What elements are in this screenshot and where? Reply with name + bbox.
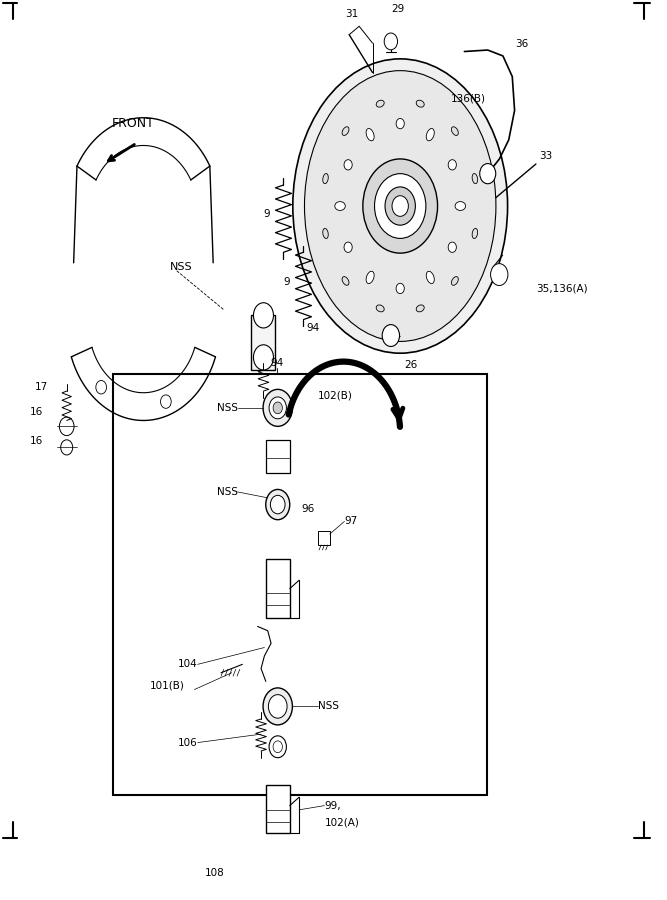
- Ellipse shape: [416, 305, 424, 311]
- Text: 101(B): 101(B): [149, 680, 184, 690]
- Text: 96: 96: [301, 504, 314, 514]
- Ellipse shape: [426, 129, 434, 140]
- Circle shape: [448, 159, 456, 170]
- Circle shape: [265, 490, 289, 519]
- Circle shape: [480, 164, 496, 184]
- Text: 17: 17: [35, 382, 48, 392]
- Text: 31: 31: [345, 9, 358, 19]
- Circle shape: [273, 859, 282, 870]
- Ellipse shape: [455, 202, 466, 211]
- Bar: [265, 785, 289, 833]
- Bar: [113, 374, 487, 795]
- Ellipse shape: [335, 202, 346, 211]
- Bar: [265, 440, 289, 473]
- Circle shape: [269, 736, 286, 758]
- Circle shape: [392, 195, 408, 216]
- Circle shape: [268, 695, 287, 718]
- Circle shape: [385, 187, 416, 225]
- Text: FRONT: FRONT: [112, 117, 155, 130]
- Text: 33: 33: [540, 150, 552, 160]
- Text: 94: 94: [307, 323, 320, 333]
- Bar: [317, 532, 329, 544]
- Ellipse shape: [342, 276, 349, 285]
- Ellipse shape: [472, 229, 478, 238]
- Ellipse shape: [376, 305, 384, 311]
- Text: 99,: 99,: [324, 801, 341, 811]
- Circle shape: [161, 395, 171, 409]
- Ellipse shape: [452, 276, 458, 285]
- Text: 104: 104: [178, 660, 197, 670]
- Circle shape: [253, 302, 273, 328]
- Circle shape: [269, 397, 286, 418]
- Circle shape: [273, 741, 282, 752]
- Circle shape: [270, 495, 285, 514]
- Text: 36: 36: [515, 39, 528, 50]
- Circle shape: [374, 174, 426, 239]
- Text: NSS: NSS: [217, 487, 237, 497]
- Text: 94: 94: [270, 358, 283, 368]
- Circle shape: [396, 284, 404, 293]
- Ellipse shape: [304, 70, 496, 341]
- Text: 16: 16: [30, 407, 43, 417]
- Ellipse shape: [366, 129, 374, 140]
- Text: 29: 29: [391, 4, 404, 14]
- Circle shape: [263, 688, 292, 724]
- Ellipse shape: [452, 127, 458, 135]
- Ellipse shape: [472, 174, 478, 184]
- Text: 102(A): 102(A): [324, 817, 360, 827]
- Circle shape: [61, 440, 73, 455]
- Text: 136(B): 136(B): [450, 94, 486, 104]
- Ellipse shape: [293, 58, 508, 353]
- Circle shape: [263, 390, 292, 427]
- Bar: [251, 315, 275, 370]
- Circle shape: [490, 264, 508, 285]
- Circle shape: [96, 381, 107, 394]
- Circle shape: [344, 159, 352, 170]
- Text: 9: 9: [283, 276, 290, 287]
- Circle shape: [363, 159, 438, 253]
- Ellipse shape: [366, 271, 374, 284]
- Bar: [265, 559, 289, 618]
- Ellipse shape: [376, 100, 384, 107]
- Circle shape: [253, 345, 273, 370]
- Text: 108: 108: [205, 868, 224, 878]
- Circle shape: [267, 852, 287, 878]
- Text: 26: 26: [404, 360, 418, 370]
- Ellipse shape: [323, 174, 328, 184]
- Text: NSS: NSS: [170, 263, 193, 273]
- Text: 97: 97: [344, 517, 358, 526]
- Text: 106: 106: [178, 738, 197, 748]
- Circle shape: [59, 417, 74, 436]
- Circle shape: [396, 119, 404, 129]
- Ellipse shape: [342, 127, 349, 135]
- Text: NSS: NSS: [217, 403, 237, 413]
- Text: NSS: NSS: [317, 701, 339, 711]
- Circle shape: [382, 325, 400, 346]
- Text: 16: 16: [30, 436, 43, 446]
- Text: 102(B): 102(B): [317, 391, 353, 401]
- Circle shape: [273, 402, 282, 414]
- Text: 9: 9: [263, 210, 270, 220]
- Ellipse shape: [416, 100, 424, 107]
- Circle shape: [448, 242, 456, 252]
- Ellipse shape: [323, 229, 328, 238]
- Ellipse shape: [426, 271, 434, 284]
- Text: 35,136(A): 35,136(A): [536, 284, 588, 294]
- Circle shape: [384, 33, 398, 50]
- Circle shape: [344, 242, 352, 252]
